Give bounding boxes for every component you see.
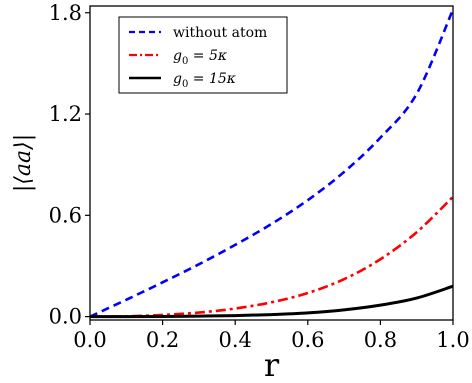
plot-frame xyxy=(89,5,454,321)
series-line-1 xyxy=(89,195,454,318)
x-tick-label: 1.0 xyxy=(436,328,469,352)
series-layer xyxy=(89,8,455,319)
ticks-layer: 0.0 0.2 0.4 0.6 0.8 1.0 0.0 0.6 1.2 1.8 xyxy=(49,1,470,352)
x-tick-label: 0.8 xyxy=(364,328,397,352)
legend-label-0: without atom xyxy=(173,25,267,41)
x-axis-label: r xyxy=(264,346,280,383)
y-tick-label: 0.0 xyxy=(49,305,82,329)
y-tick-label: 1.8 xyxy=(49,1,82,25)
x-tick-label: 0.0 xyxy=(73,328,106,352)
y-axis-label: |⟨aa⟩| xyxy=(11,134,36,192)
x-tick-label: 0.6 xyxy=(291,328,324,352)
x-tick-label: 0.4 xyxy=(218,328,251,352)
legend-items: without atom g0 = 5κ g0 = 15κ xyxy=(129,25,267,90)
y-tick-label: 0.6 xyxy=(49,203,82,227)
series-line-0 xyxy=(89,8,455,318)
series-line-2 xyxy=(89,284,454,319)
x-tick-label: 0.2 xyxy=(146,328,179,352)
legend-label-2: g0 = 15κ xyxy=(173,71,236,90)
legend: without atom g0 = 5κ g0 = 15κ xyxy=(118,16,288,94)
legend-label-1: g0 = 5κ xyxy=(173,48,227,67)
y-tick-label: 1.2 xyxy=(49,102,82,126)
